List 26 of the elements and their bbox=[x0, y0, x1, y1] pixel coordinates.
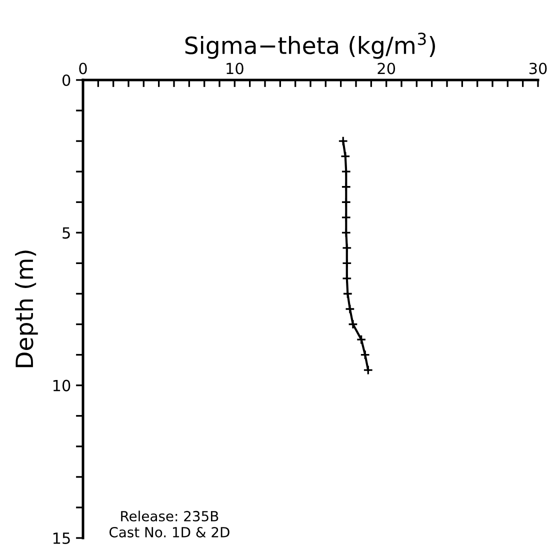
point bbox=[342, 273, 352, 284]
x-tick-label: 30 bbox=[529, 62, 547, 74]
point bbox=[342, 242, 352, 253]
y-tick-label: 15 bbox=[53, 532, 70, 544]
y-axis-title: Depth (m) bbox=[15, 250, 38, 368]
point bbox=[348, 319, 358, 330]
x-axis-title: Sigma−theta (kg/m$^{3}$) bbox=[185, 32, 435, 59]
point bbox=[341, 182, 352, 192]
point bbox=[356, 334, 366, 345]
x-tick-label: 20 bbox=[378, 62, 396, 74]
point bbox=[363, 365, 374, 376]
y-tick-label: 5 bbox=[62, 227, 70, 239]
annotation: Cast No. 1D & 2D bbox=[109, 526, 230, 538]
point bbox=[360, 350, 370, 360]
point bbox=[341, 228, 352, 238]
point bbox=[342, 258, 352, 268]
y-tick-label: 10 bbox=[53, 380, 70, 392]
point bbox=[340, 151, 350, 162]
x-tick-label: 0 bbox=[79, 62, 87, 74]
x-tick-label: 10 bbox=[226, 62, 244, 74]
point bbox=[344, 304, 355, 314]
point bbox=[338, 136, 348, 146]
annotation: Release: 235B bbox=[121, 510, 218, 522]
y-tick-label: 0 bbox=[62, 74, 70, 86]
point bbox=[341, 197, 352, 208]
point bbox=[341, 212, 352, 222]
